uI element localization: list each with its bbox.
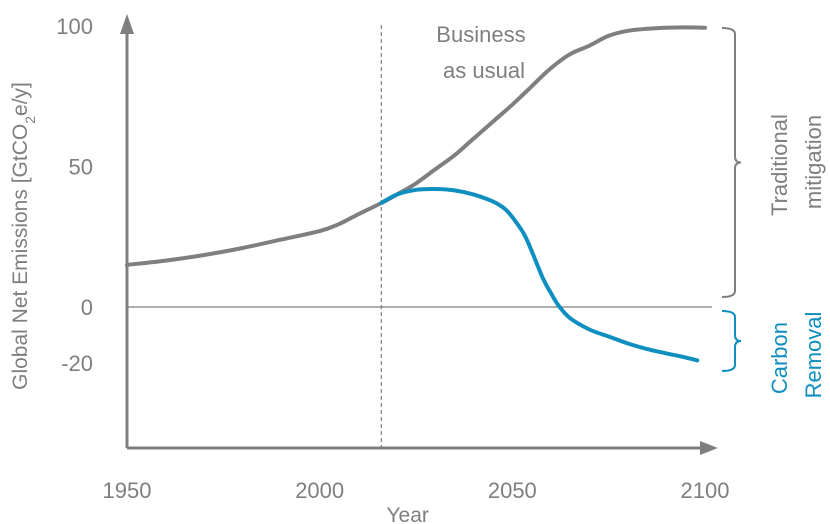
y-title-suffix: e/y] [9,82,32,116]
business-as-usual-line [125,25,707,267]
x-tick-labels: 1950 2000 2050 2100 [103,478,730,503]
y-axis-arrow [120,14,134,34]
carbon-line-1: Carbon [767,322,792,394]
y-tick-label: 0 [81,295,93,320]
x-tick-label: 1950 [103,478,152,503]
traditional-line-1: Traditional [767,114,792,216]
y-title-main: Global Net Emissions [GtCO [9,124,32,390]
y-tick-label: -20 [61,351,93,376]
x-axis-arrow [700,441,718,455]
traditional-mitigation-label: Traditional mitigation [767,108,826,216]
carbon-removal-bracket [721,310,742,372]
x-axis-title: Year [386,504,428,524]
mitigation-pathway-line [379,186,700,363]
traditional-mitigation-bracket [721,27,742,298]
y-axis-title: Global Net Emissions [GtCO2e/y] [9,82,38,390]
bau-line-2: as usual [443,58,525,83]
y-tick-labels: 100 50 0 -20 [56,14,93,376]
traditional-line-2: mitigation [801,115,826,209]
business-as-usual-label: Business as usual [436,22,531,83]
y-tick-label: 50 [69,155,93,180]
carbon-removal-label: Carbon Removal [767,312,826,399]
x-tick-label: 2100 [681,478,730,503]
bau-line-1: Business [436,22,525,47]
x-tick-label: 2000 [295,478,344,503]
y-title-subscript: 2 [22,116,38,124]
carbon-line-2: Removal [801,312,826,399]
x-tick-label: 2050 [488,478,537,503]
y-tick-label: 100 [56,14,93,39]
